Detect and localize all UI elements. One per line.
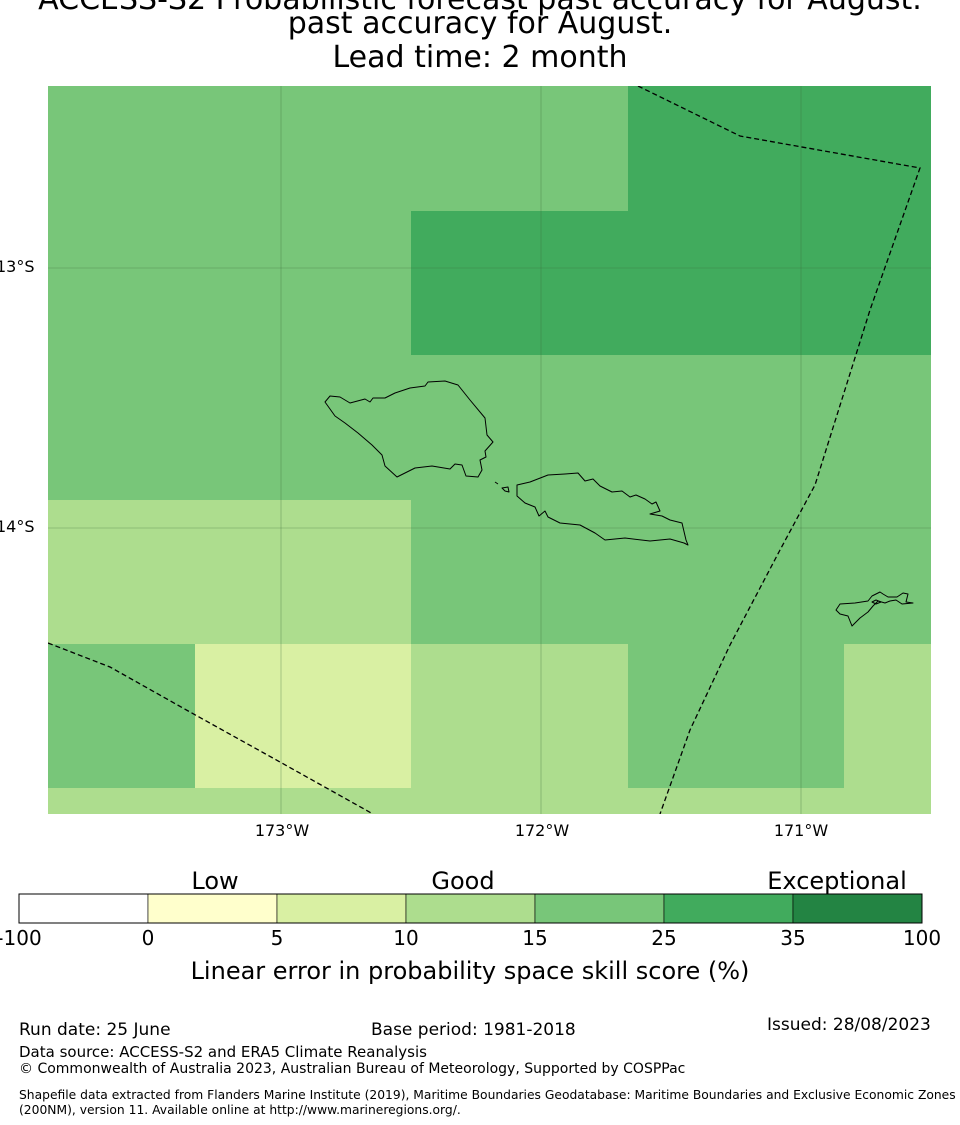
colorbar-swatch xyxy=(147,893,278,924)
skill-cell xyxy=(48,211,411,355)
aunuu-islet xyxy=(871,599,882,605)
eez-boundary-northeast xyxy=(637,86,921,814)
skill-cell xyxy=(628,644,844,788)
eez-boundaries xyxy=(48,86,921,814)
colorbar-swatch xyxy=(405,893,536,924)
upolu-island-outline xyxy=(516,472,689,546)
colorbar-swatch xyxy=(18,893,149,924)
colorbar-frame xyxy=(18,893,923,924)
skill-cell xyxy=(411,86,628,211)
colorbar-tick-label: 5 xyxy=(270,926,284,950)
skill-cell xyxy=(411,355,628,500)
map-title-line-3: Lead time: 2 month xyxy=(332,40,628,75)
colorbar-title: Linear error in probability space skill … xyxy=(190,957,750,985)
skill-cell xyxy=(628,500,931,644)
skill-cell xyxy=(48,644,195,788)
colorbar-swatch xyxy=(663,893,794,924)
skill-cell xyxy=(195,644,411,788)
shapefile-credit-line-1: Shapefile data extracted from Flanders M… xyxy=(19,1088,956,1102)
coastlines xyxy=(324,380,914,627)
colorbar-tick-label: 10 xyxy=(393,926,419,950)
skill-cell xyxy=(411,211,628,355)
base-period: Base period: 1981-2018 xyxy=(371,1020,576,1040)
shapefile-credit-line-2: (200NM), version 11. Available online at… xyxy=(19,1103,461,1117)
skill-cell xyxy=(411,644,628,788)
lon-label-172w: 172°W xyxy=(514,821,570,840)
colorbar-tick-label: 35 xyxy=(780,926,806,950)
colorbar-tick-label: 0 xyxy=(141,926,155,950)
eez-boundary-southwest xyxy=(48,642,374,814)
colorbar-swatch xyxy=(534,893,665,924)
apolima-manono-islets xyxy=(494,481,510,493)
issued-date: Issued: 28/08/2023 xyxy=(767,1015,931,1035)
colorbar-tick-label: 100 xyxy=(902,926,942,950)
map-title-line-2: past accuracy for August. xyxy=(287,6,673,41)
colorbar xyxy=(18,893,923,924)
skill-cell xyxy=(628,86,931,211)
skill-cell xyxy=(48,788,931,814)
copyright-notice: © Commonwealth of Australia 2023, Austra… xyxy=(19,1061,686,1077)
lon-label-171w: 171°W xyxy=(773,821,829,840)
skill-cell xyxy=(411,500,628,644)
category-label-low: Low xyxy=(191,867,239,895)
skill-cell xyxy=(628,355,931,500)
skill-map xyxy=(18,86,931,924)
data-source: Data source: ACCESS-S2 and ERA5 Climate … xyxy=(19,1043,427,1061)
colorbar-tick-label: 25 xyxy=(651,926,677,950)
tutuila-island-outline xyxy=(835,591,914,627)
savaii-island-outline xyxy=(324,380,494,478)
category-label-good: Good xyxy=(431,867,495,895)
colorbar-tick-label: -100 xyxy=(0,926,42,950)
skill-cell xyxy=(628,211,931,355)
run-date: Run date: 25 June xyxy=(19,1020,171,1040)
skill-cell xyxy=(48,355,411,500)
colorbar-tick-label: 15 xyxy=(522,926,548,950)
colorbar-swatch xyxy=(276,893,407,924)
skill-cell xyxy=(48,500,411,644)
skill-cells-layer xyxy=(48,86,931,814)
graticule xyxy=(48,86,931,814)
lat-label-13s: 13°S xyxy=(0,257,35,276)
lon-label-173w: 173°W xyxy=(254,821,310,840)
lat-label-14s: 14°S xyxy=(0,517,35,536)
map-title-line-1: ACCESS-S2 Probabilistic forecast past ac… xyxy=(0,0,960,17)
skill-cell xyxy=(48,86,411,211)
category-label-exceptional: Exceptional xyxy=(767,867,907,895)
colorbar-swatch xyxy=(792,893,923,924)
skill-cell xyxy=(844,644,931,788)
